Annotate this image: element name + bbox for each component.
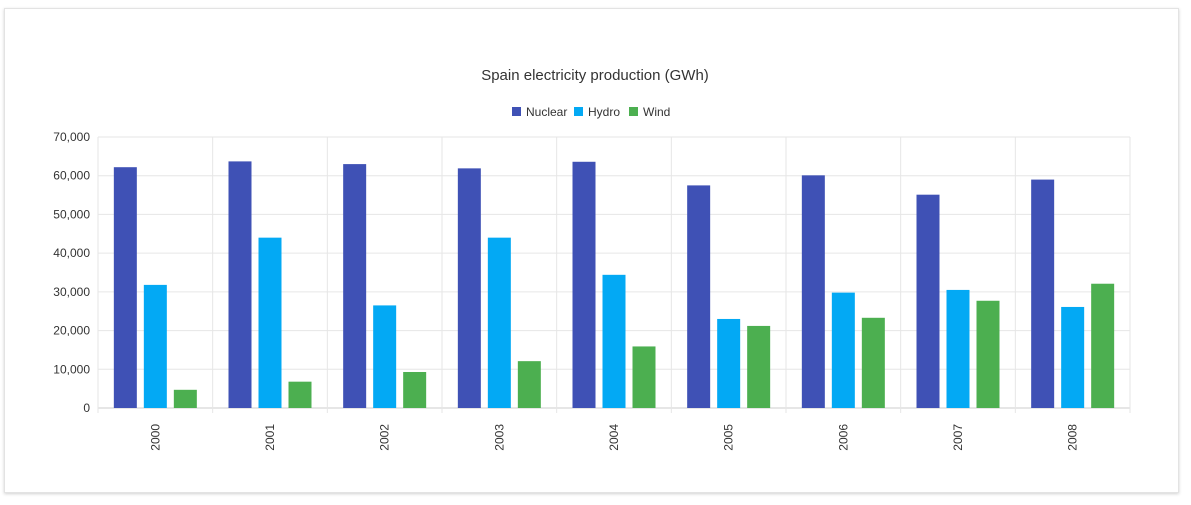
bar-nuclear-2006[interactable] — [801, 175, 825, 408]
bar-nuclear-2008[interactable] — [1031, 179, 1055, 408]
bar-wind-2001[interactable] — [288, 381, 312, 408]
bars — [113, 161, 1115, 408]
x-tick-label: 2007 — [951, 424, 965, 451]
x-tick-label: 2005 — [722, 424, 736, 451]
legend-label: Hydro — [588, 105, 620, 119]
legend-item-nuclear[interactable]: Nuclear — [512, 105, 567, 119]
bar-nuclear-2001[interactable] — [228, 161, 252, 408]
bar-hydro-2005[interactable] — [717, 318, 741, 408]
legend-item-hydro[interactable]: Hydro — [574, 105, 620, 119]
x-tick-label: 2000 — [148, 424, 162, 451]
bar-nuclear-2005[interactable] — [687, 185, 711, 408]
bar-hydro-2007[interactable] — [946, 289, 970, 408]
legend-label: Nuclear — [526, 105, 567, 119]
y-tick-label: 20,000 — [53, 324, 90, 338]
bar-hydro-2003[interactable] — [487, 237, 511, 408]
bar-nuclear-2002[interactable] — [343, 164, 367, 408]
legend-swatch — [512, 107, 521, 116]
y-axis: 0 10,000 20,000 30,000 40,000 50,000 60,000 70,… — [53, 130, 90, 415]
y-tick-label: 40,000 — [53, 246, 90, 260]
bar-hydro-2004[interactable] — [602, 274, 626, 408]
x-tick-label: 2004 — [607, 424, 621, 451]
chart-title: Spain electricity production (GWh) — [481, 67, 709, 84]
bar-wind-2007[interactable] — [976, 300, 1000, 408]
bar-wind-2005[interactable] — [747, 325, 771, 408]
legend-item-wind[interactable]: Wind — [629, 105, 670, 119]
legend-label: Wind — [643, 105, 670, 119]
x-tick-label: 2008 — [1066, 424, 1080, 451]
bar-wind-2008[interactable] — [1091, 283, 1115, 408]
bar-nuclear-2003[interactable] — [457, 168, 481, 408]
bar-hydro-2001[interactable] — [258, 237, 282, 408]
x-tick-label: 2002 — [378, 424, 392, 451]
y-tick-label: 10,000 — [53, 362, 90, 376]
bar-wind-2002[interactable] — [403, 371, 427, 408]
x-axis: 2000 2001 2002 2003 2004 2005 2006 2007 2008 — [148, 424, 1079, 451]
x-tick-label: 2006 — [836, 424, 850, 451]
bar-nuclear-2000[interactable] — [113, 167, 137, 408]
bar-wind-2000[interactable] — [173, 389, 197, 408]
y-tick-label: 0 — [83, 401, 90, 415]
bar-hydro-2000[interactable] — [143, 284, 167, 408]
y-tick-label: 60,000 — [53, 169, 90, 183]
legend-swatch — [574, 107, 583, 116]
chart-legend: Nuclear Hydro Wind — [512, 105, 670, 119]
bar-hydro-2002[interactable] — [373, 305, 397, 408]
bar-hydro-2006[interactable] — [831, 292, 855, 408]
legend-swatch — [629, 107, 638, 116]
bar-nuclear-2004[interactable] — [572, 161, 596, 408]
bar-wind-2003[interactable] — [517, 361, 541, 408]
bar-hydro-2008[interactable] — [1061, 306, 1085, 408]
y-tick-label: 50,000 — [53, 207, 90, 221]
bar-nuclear-2007[interactable] — [916, 194, 940, 408]
bar-wind-2006[interactable] — [861, 317, 885, 408]
x-tick-label: 2001 — [263, 424, 277, 451]
y-tick-label: 30,000 — [53, 285, 90, 299]
x-tick-label: 2003 — [492, 424, 506, 451]
bar-wind-2004[interactable] — [632, 346, 656, 408]
y-tick-label: 70,000 — [53, 130, 90, 144]
